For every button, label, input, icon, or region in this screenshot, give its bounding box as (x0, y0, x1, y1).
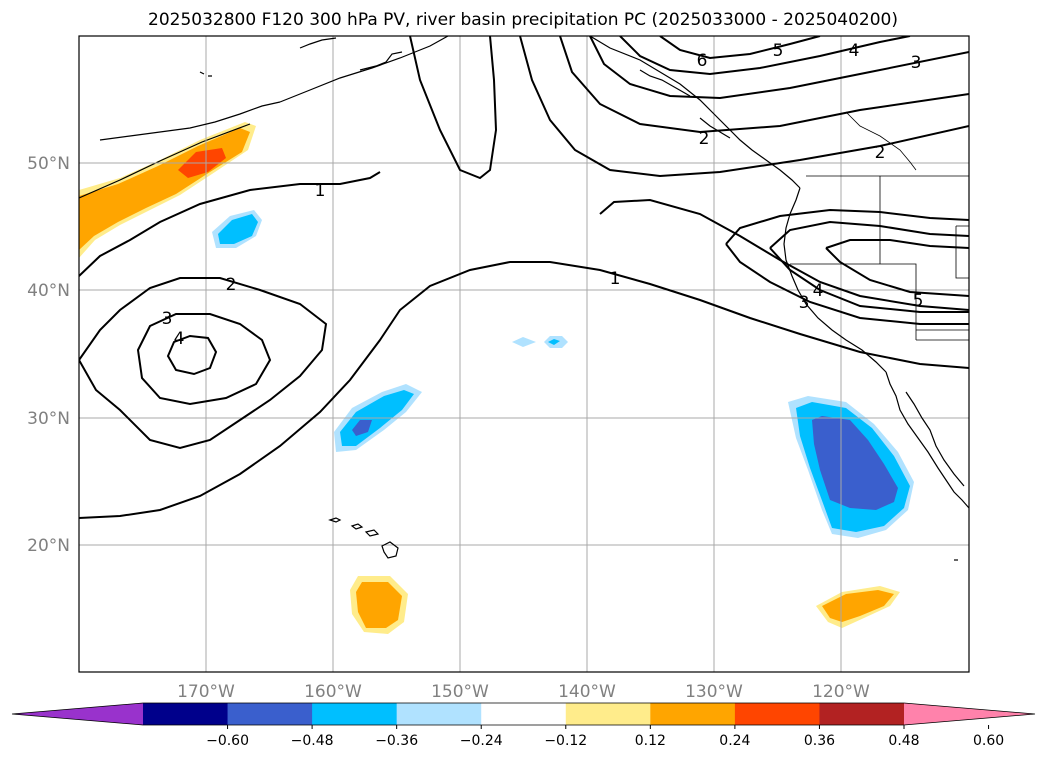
contour-label: 2 (226, 275, 237, 295)
colorbar-tick-label: −0.36 (375, 733, 418, 749)
lon-label: 140°W (558, 682, 616, 702)
lat-label: 40°N (27, 281, 70, 301)
contour-label: 3 (799, 293, 810, 313)
lat-label: 50°N (27, 154, 70, 174)
figure-title: 2025032800 F120 300 hPa PV, river basin … (148, 10, 898, 30)
gridlines (79, 36, 969, 672)
lat-label: 30°N (27, 409, 70, 429)
contour-label: 2 (699, 129, 710, 149)
colorbar-tick-label: −0.12 (544, 733, 587, 749)
colorbar-swatch (819, 703, 905, 725)
colorbar-swatch (396, 703, 482, 725)
colorbar-tick-label: 0.12 (635, 733, 666, 749)
colorbar-swatch (227, 703, 313, 725)
lon-label: 130°W (685, 682, 743, 702)
contour-label: 5 (913, 291, 924, 311)
colorbar-tick-label: −0.60 (206, 733, 249, 749)
colorbar-tick-label: −0.24 (460, 733, 503, 749)
lon-label: 160°W (304, 682, 362, 702)
contour-label: 3 (162, 309, 173, 329)
colorbar-swatch (481, 703, 567, 725)
lon-label: 170°W (177, 682, 235, 702)
lon-label: 120°W (812, 682, 870, 702)
colorbar-outline (11, 702, 1036, 726)
precip-shading-baja-patch (788, 396, 914, 538)
contour-label: 6 (697, 51, 708, 71)
colorbar-extend-high (904, 703, 1035, 725)
map-frame (78, 35, 970, 673)
contour-label: 5 (773, 41, 784, 61)
colorbar-tick-label: 0.24 (719, 733, 750, 749)
contour-label: 4 (813, 281, 824, 301)
precip-shading-small-dots (512, 336, 568, 348)
map-frame-bg (79, 36, 969, 672)
lon-label: 150°W (431, 682, 489, 702)
colorbar-swatch (312, 703, 398, 725)
latitude-labels: 50°N 40°N 30°N 20°N (27, 154, 70, 556)
contour-label: 4 (174, 329, 185, 349)
contour-label: 4 (849, 41, 860, 61)
colorbar-tick-label: 0.60 (973, 733, 1004, 749)
lat-label: 20°N (27, 536, 70, 556)
colorbar-tick-label: 0.36 (804, 733, 835, 749)
coastlines (99, 36, 969, 561)
colorbar: −0.60 −0.48 −0.36 −0.24 −0.12 0.12 0.24 0.36 0.4… (11, 702, 1036, 749)
map-area: 1 1 2 2 2 3 3 3 4 4 4 5 5 6 (79, 36, 969, 672)
pv-contours (79, 36, 969, 519)
contour-label: 2 (875, 143, 886, 163)
pv-contour-labels: 1 1 2 2 2 3 3 3 4 4 4 5 5 6 (162, 41, 924, 349)
colorbar-tick-label: −0.48 (291, 733, 334, 749)
contour-label: 1 (610, 269, 621, 289)
contour-label: 3 (911, 53, 922, 73)
precip-shading-south-patch (816, 586, 900, 628)
precip-shading-blue-patch-1 (212, 210, 262, 248)
colorbar-extend-low (12, 703, 143, 725)
colorbar-swatch (650, 703, 736, 725)
colorbar-swatch (734, 703, 820, 725)
colorbar-tick-label: 0.48 (888, 733, 919, 749)
longitude-labels: 170°W 160°W 150°W 140°W 130°W 120°W (177, 682, 870, 702)
colorbar-swatch (143, 703, 229, 725)
contour-label: 1 (315, 181, 326, 201)
precip-shading-hawaii-patch (350, 576, 408, 634)
colorbar-swatch (565, 703, 651, 725)
